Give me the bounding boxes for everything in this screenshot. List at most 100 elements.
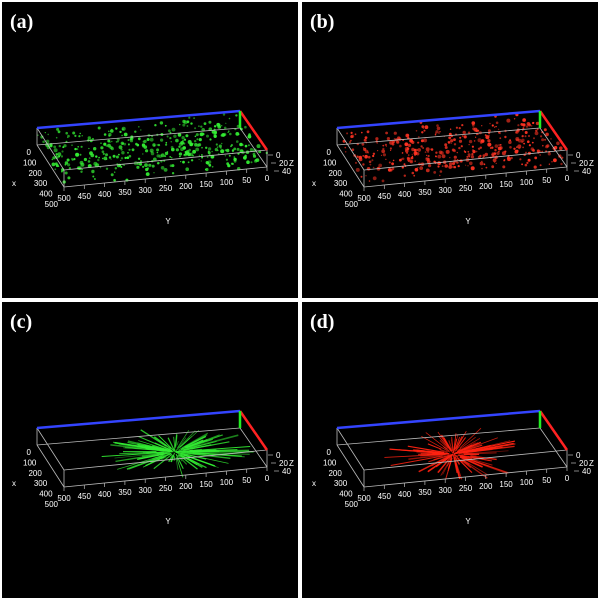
- speckle: [228, 154, 231, 157]
- speckle: [167, 129, 171, 133]
- y-tick-label: 450: [78, 492, 92, 501]
- x-tick-label: 200: [328, 169, 342, 178]
- speckle: [410, 156, 414, 160]
- speckle: [225, 158, 228, 161]
- y-tick-label: 250: [459, 484, 473, 493]
- speckle: [350, 139, 352, 142]
- speckle: [73, 158, 76, 161]
- speckle: [448, 165, 453, 169]
- speckle: [88, 164, 92, 168]
- speckle: [535, 121, 540, 126]
- speckle: [227, 131, 229, 133]
- speckle: [101, 150, 105, 153]
- x-axis-label: x: [312, 179, 316, 188]
- speckle: [194, 140, 197, 143]
- speckle: [425, 157, 427, 159]
- speckle: [522, 127, 525, 130]
- speckle: [527, 140, 530, 143]
- box-edge: [63, 449, 268, 471]
- speckle: [141, 143, 146, 147]
- speckle: [79, 132, 81, 135]
- speckle: [491, 165, 495, 169]
- speckle: [457, 159, 459, 161]
- y-tick-label: 400: [98, 490, 112, 499]
- speckle: [105, 167, 109, 170]
- speckle: [517, 124, 520, 127]
- speckle: [404, 142, 409, 147]
- speckle: [103, 133, 107, 136]
- speckle: [530, 147, 534, 151]
- speckle: [88, 157, 91, 160]
- speckle: [376, 142, 378, 144]
- speckle: [417, 136, 420, 138]
- speckle: [93, 161, 98, 166]
- z-axis-label: Z: [289, 159, 294, 168]
- speckle: [435, 130, 439, 134]
- x-tick-label: 400: [339, 490, 353, 499]
- speckle: [448, 162, 453, 166]
- speckle: [466, 155, 469, 158]
- speckle: [477, 138, 482, 143]
- speckle: [528, 123, 532, 127]
- speckle: [417, 148, 421, 152]
- speckle: [551, 161, 553, 163]
- speckle: [68, 167, 72, 170]
- speckle: [239, 142, 243, 147]
- speckle: [344, 151, 347, 153]
- speckle: [120, 157, 124, 160]
- speckle: [453, 149, 456, 153]
- speckle: [534, 131, 539, 136]
- speckle: [175, 148, 179, 152]
- filament: [115, 451, 171, 463]
- speckle: [179, 123, 181, 126]
- speckle: [424, 151, 427, 154]
- filament: [138, 436, 173, 451]
- speckle: [471, 121, 476, 125]
- speckle: [547, 152, 551, 156]
- x-tick-label: 100: [323, 458, 337, 467]
- speckle: [411, 153, 413, 155]
- speckle: [49, 144, 53, 148]
- speckle: [198, 158, 200, 160]
- speckle: [112, 154, 116, 158]
- speckle: [422, 127, 424, 130]
- box-edge: [336, 109, 541, 130]
- speckle: [441, 154, 446, 159]
- y-tick-label: 500: [357, 494, 371, 503]
- filament: [465, 443, 516, 453]
- speckle: [115, 127, 118, 130]
- speckle: [246, 160, 250, 164]
- speckle: [213, 125, 217, 128]
- speckle: [179, 155, 181, 158]
- speckle: [55, 136, 58, 139]
- x-axis-label: x: [312, 479, 316, 488]
- z-tick-label: 40: [282, 467, 291, 476]
- speckle: [142, 165, 145, 168]
- filament: [390, 455, 443, 466]
- speckle: [439, 131, 441, 133]
- speckle: [494, 149, 497, 152]
- filament: [153, 436, 172, 450]
- speckle: [102, 157, 104, 160]
- speckle: [110, 129, 114, 133]
- speckle: [56, 127, 60, 131]
- speckle: [358, 157, 363, 162]
- filament: [174, 434, 178, 447]
- speckle: [427, 150, 430, 153]
- y-tick-label: 500: [57, 194, 71, 203]
- speckle: [99, 166, 102, 169]
- y-axis-label: Y: [165, 517, 171, 526]
- speckle: [233, 156, 236, 158]
- speckle: [80, 145, 83, 148]
- speckle: [64, 163, 67, 166]
- speckle: [123, 132, 128, 137]
- speckle: [225, 122, 227, 124]
- speckle: [127, 139, 130, 141]
- speckle: [222, 113, 226, 116]
- speckle: [80, 162, 85, 167]
- y-tick-label: 250: [159, 184, 173, 193]
- speckle: [447, 140, 451, 144]
- speckle: [471, 145, 474, 148]
- speckle: [54, 162, 58, 166]
- speckle: [75, 152, 80, 157]
